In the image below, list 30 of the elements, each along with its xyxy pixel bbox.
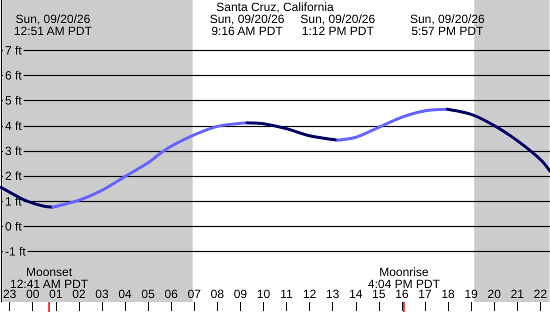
- y-tick-label: 2 ft: [5, 169, 22, 184]
- annotation: Sun, 09/20/26 5:57 PM PDT: [410, 12, 486, 38]
- x-tick-label: 14: [349, 287, 363, 301]
- x-tick-label: 21: [510, 287, 524, 301]
- y-tick-label: 5 ft: [5, 94, 22, 108]
- x-tick-label: 05: [141, 287, 156, 301]
- x-tick-label: 06: [164, 287, 178, 301]
- x-tick-label: 10: [256, 287, 270, 301]
- x-tick-label: 09: [234, 287, 248, 301]
- x-tick-label: 22: [534, 287, 548, 301]
- x-tick-label: 03: [95, 287, 109, 301]
- y-tick-label: 6 ft: [5, 68, 22, 82]
- x-tick-label: 08: [210, 287, 224, 301]
- x-tick-label: 18: [441, 287, 456, 301]
- annotation: Sun, 09/20/26 1:12 PM PDT: [300, 12, 376, 38]
- x-tick-label: 07: [188, 287, 202, 301]
- x-tick-label: 20: [488, 287, 502, 301]
- x-tick-label: 11: [280, 287, 294, 301]
- y-tick-label: 3 ft: [5, 144, 22, 158]
- y-tick-label: 4 ft: [5, 118, 22, 133]
- annotation: Sun, 09/20/26 9:16 AM PDT: [210, 12, 285, 38]
- x-tick-label: 19: [464, 287, 478, 301]
- annotation: Sun, 09/20/26 12:51 AM PDT: [14, 12, 93, 38]
- chart-title: Santa Cruz, California: [216, 0, 334, 14]
- y-tick-label: 7 ft: [5, 43, 22, 58]
- y-tick-label: 0 ft: [5, 220, 22, 234]
- x-tick-label: 13: [326, 287, 340, 301]
- x-tick-label: 12: [302, 287, 317, 301]
- x-tick-label: 04: [118, 287, 132, 301]
- y-tick-label: -1 ft: [5, 244, 26, 259]
